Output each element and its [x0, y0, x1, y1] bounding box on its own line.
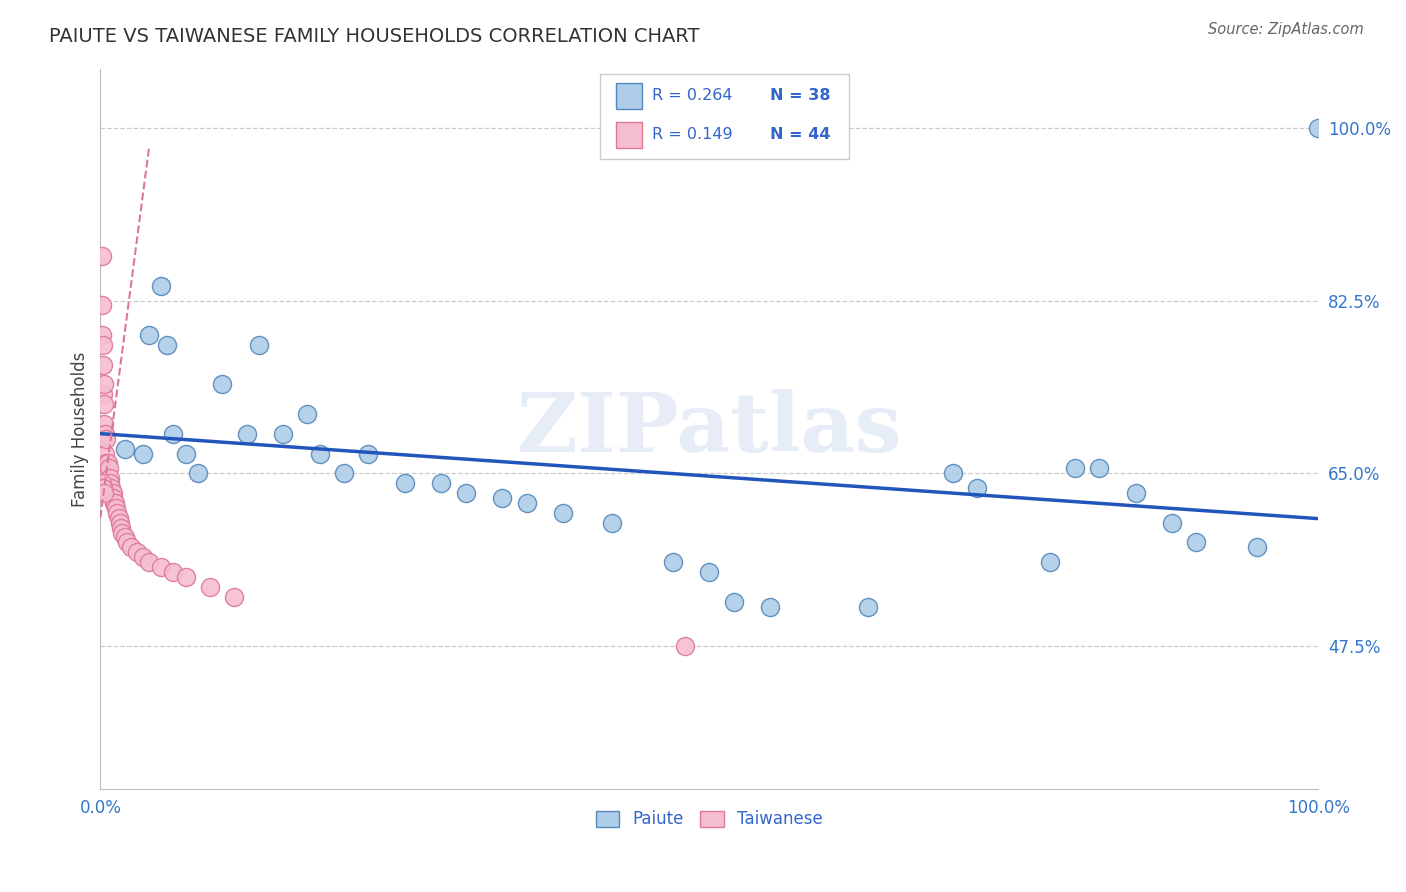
Point: [101, 491, 124, 505]
Point: [1063, 461, 1085, 475]
Y-axis label: Family Households: Family Households: [72, 351, 89, 507]
Text: N = 38: N = 38: [770, 88, 831, 103]
Point: [90, 298, 112, 312]
Point: [966, 481, 988, 495]
Point: [662, 555, 685, 569]
Point: [100, 481, 122, 495]
Point: [94, 426, 117, 441]
Point: [1125, 486, 1147, 500]
Point: [198, 580, 221, 594]
Text: Source: ZipAtlas.com: Source: ZipAtlas.com: [1208, 22, 1364, 37]
Point: [98, 471, 121, 485]
Point: [107, 506, 129, 520]
Text: N = 44: N = 44: [770, 128, 831, 143]
Point: [132, 550, 155, 565]
Text: R = 0.264: R = 0.264: [652, 88, 733, 103]
Point: [90, 476, 112, 491]
Point: [723, 594, 745, 608]
Point: [93, 486, 115, 500]
Text: ZIPatlas: ZIPatlas: [516, 389, 903, 469]
Point: [90, 249, 112, 263]
Point: [162, 426, 184, 441]
Point: [103, 496, 125, 510]
Point: [132, 446, 155, 460]
Point: [516, 496, 538, 510]
Point: [174, 570, 197, 584]
Point: [105, 500, 128, 515]
Point: [942, 467, 965, 481]
Point: [553, 506, 575, 520]
Point: [138, 555, 160, 569]
Point: [224, 590, 246, 604]
Point: [394, 476, 416, 491]
Point: [174, 446, 197, 460]
Point: [104, 496, 127, 510]
Point: [1161, 516, 1184, 530]
Point: [96, 432, 118, 446]
Point: [93, 377, 115, 392]
Point: [308, 446, 330, 460]
Point: [91, 358, 114, 372]
Point: [357, 446, 380, 460]
Point: [97, 467, 120, 481]
Point: [150, 560, 173, 574]
FancyBboxPatch shape: [600, 73, 849, 159]
Point: [271, 426, 294, 441]
Point: [114, 442, 136, 456]
Point: [111, 525, 134, 540]
Point: [93, 397, 115, 411]
Point: [150, 278, 173, 293]
Point: [333, 467, 356, 481]
Point: [110, 520, 132, 534]
Point: [1246, 541, 1268, 555]
FancyBboxPatch shape: [616, 122, 643, 148]
Point: [138, 328, 160, 343]
Point: [91, 387, 114, 401]
Point: [97, 461, 120, 475]
Point: [162, 565, 184, 579]
Text: PAIUTE VS TAIWANESE FAMILY HOUSEHOLDS CORRELATION CHART: PAIUTE VS TAIWANESE FAMILY HOUSEHOLDS CO…: [49, 27, 700, 45]
Point: [114, 531, 136, 545]
Point: [120, 541, 142, 555]
Point: [1185, 535, 1208, 549]
Point: [91, 481, 114, 495]
Point: [673, 639, 696, 653]
Point: [491, 491, 513, 505]
Point: [1088, 461, 1111, 475]
Point: [115, 535, 138, 549]
Point: [90, 328, 112, 343]
FancyBboxPatch shape: [616, 83, 643, 109]
Point: [697, 565, 720, 579]
Point: [211, 377, 233, 392]
Point: [297, 407, 319, 421]
Point: [454, 486, 477, 500]
Point: [1308, 120, 1330, 135]
Point: [600, 516, 623, 530]
Point: [97, 457, 120, 471]
Point: [94, 446, 117, 460]
Point: [856, 599, 879, 614]
Point: [96, 457, 118, 471]
Legend: Paiute, Taiwanese: Paiute, Taiwanese: [589, 804, 830, 835]
Point: [93, 417, 115, 431]
Point: [101, 486, 124, 500]
Point: [1039, 555, 1062, 569]
Point: [235, 426, 257, 441]
Point: [107, 510, 129, 524]
Point: [247, 338, 270, 352]
Point: [91, 338, 114, 352]
Point: [98, 476, 121, 491]
Point: [759, 599, 782, 614]
Point: [187, 467, 209, 481]
Point: [156, 338, 179, 352]
Text: R = 0.149: R = 0.149: [652, 128, 733, 143]
Point: [125, 545, 148, 559]
Point: [430, 476, 453, 491]
Point: [108, 516, 131, 530]
